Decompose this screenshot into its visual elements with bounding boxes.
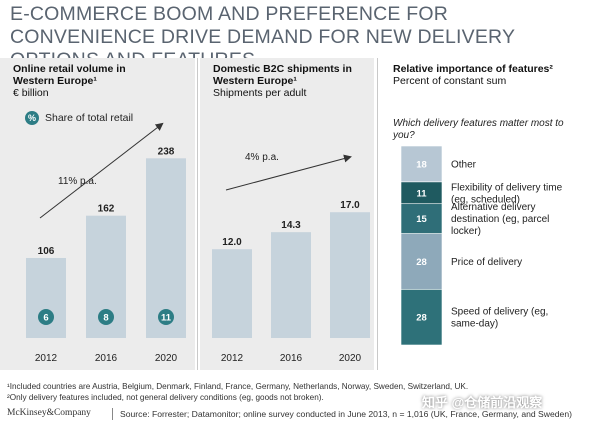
shipments-title: Domestic B2C shipments in Western Europe… bbox=[213, 63, 352, 87]
source-separator bbox=[112, 408, 113, 420]
features-panel: Relative importance of features² Percent… bbox=[380, 58, 600, 370]
year-tick-label: 2016 bbox=[95, 353, 118, 364]
feature-label: Alternative delivery bbox=[451, 202, 535, 213]
growth-label: 4% p.a. bbox=[245, 152, 279, 163]
growth-arrow bbox=[39, 122, 164, 219]
shipments-bar bbox=[271, 232, 311, 338]
panel-divider bbox=[197, 58, 198, 370]
retail-value-label: 106 bbox=[38, 246, 55, 257]
source-text: Source: Forrester; Datamonitor; online s… bbox=[120, 409, 572, 419]
retail-value-label: 238 bbox=[158, 146, 175, 157]
share-legend: % Share of total retail bbox=[25, 111, 133, 125]
year-tick-label: 2012 bbox=[35, 353, 58, 364]
shipments-value-label: 17.0 bbox=[340, 200, 360, 211]
features-unit: Percent of constant sum bbox=[393, 75, 507, 87]
feature-label: (eg, scheduled) bbox=[451, 194, 520, 205]
features-title: Relative importance of features² bbox=[393, 63, 553, 75]
feature-label: locker) bbox=[451, 226, 481, 237]
growth-arrow bbox=[225, 154, 352, 191]
feature-label: same-day) bbox=[451, 319, 498, 330]
feature-label: destination (eg, parcel bbox=[451, 214, 549, 225]
feature-segment bbox=[400, 288, 443, 346]
share-value-label: 6 bbox=[43, 313, 48, 324]
feature-value-label: 18 bbox=[416, 159, 427, 170]
year-tick-label: 2020 bbox=[155, 353, 178, 364]
feature-value-label: 11 bbox=[416, 188, 427, 199]
retail-value-label: 162 bbox=[98, 204, 115, 215]
shipments-bar bbox=[212, 249, 252, 338]
feature-label: Speed of delivery (eg, bbox=[451, 307, 548, 318]
footnote-2: ²Only delivery features included, not ge… bbox=[7, 393, 324, 402]
panel-divider bbox=[377, 58, 378, 370]
feature-label: Other bbox=[451, 159, 477, 170]
share-badge bbox=[158, 309, 174, 325]
share-badge bbox=[38, 309, 54, 325]
shipments-value-label: 14.3 bbox=[281, 220, 301, 231]
retail-bar bbox=[26, 257, 66, 338]
mckinsey-logo: McKinsey&Company bbox=[7, 408, 91, 418]
year-tick-label: 2020 bbox=[339, 353, 362, 364]
feature-value-label: 28 bbox=[416, 313, 427, 324]
feature-segment bbox=[400, 145, 443, 183]
shipments-unit: Shipments per adult bbox=[213, 87, 307, 99]
year-tick-label: 2016 bbox=[280, 353, 303, 364]
feature-value-label: 28 bbox=[416, 257, 427, 268]
share-value-label: 8 bbox=[103, 313, 108, 324]
feature-label: Price of delivery bbox=[451, 257, 522, 268]
share-badge bbox=[98, 309, 114, 325]
footnote-1: ¹Included countries are Austria, Belgium… bbox=[7, 382, 469, 391]
percent-icon: % bbox=[25, 111, 39, 125]
watermark: 知乎 @仓储前沿观察 bbox=[422, 395, 543, 410]
feature-value-label: 15 bbox=[416, 214, 427, 225]
retail-bar bbox=[146, 158, 186, 338]
year-tick-label: 2012 bbox=[221, 353, 244, 364]
retail-volume-title: Online retail volume in Western Europe¹ bbox=[13, 63, 126, 87]
share-legend-label: Share of total retail bbox=[45, 112, 134, 124]
survey-question: Which delivery features matter most to y… bbox=[393, 118, 564, 141]
feature-label: Flexibility of delivery time bbox=[451, 182, 563, 193]
shipments-value-label: 12.0 bbox=[222, 237, 242, 248]
retail-volume-unit: € billion bbox=[13, 87, 49, 99]
growth-label: 11% p.a. bbox=[58, 176, 97, 187]
share-value-label: 11 bbox=[161, 313, 172, 324]
feature-segment bbox=[400, 203, 443, 234]
shipments-bar bbox=[330, 212, 370, 338]
